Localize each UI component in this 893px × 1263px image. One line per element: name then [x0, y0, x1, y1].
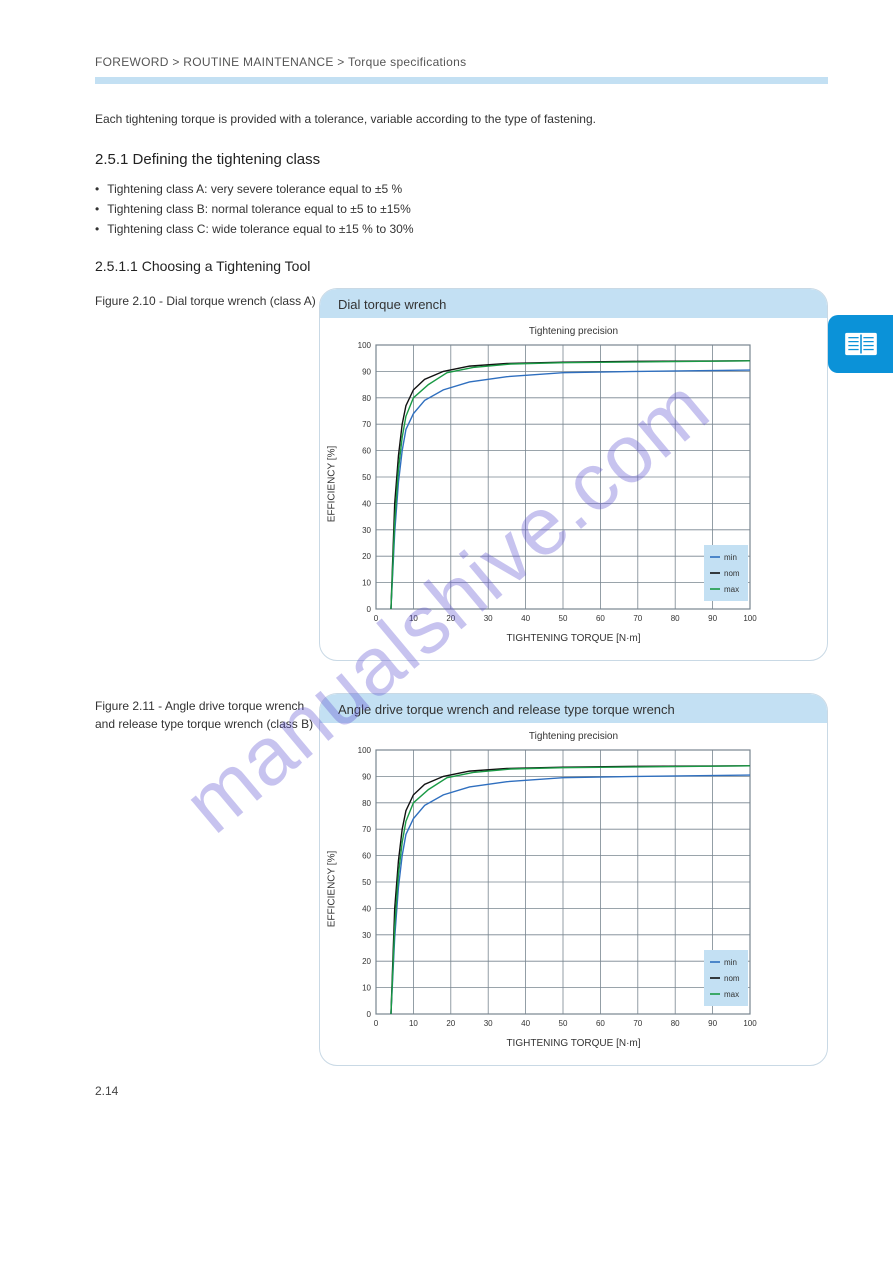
svg-text:90: 90: [362, 772, 371, 781]
svg-text:60: 60: [362, 446, 371, 455]
svg-text:80: 80: [362, 393, 371, 402]
svg-text:0: 0: [367, 1010, 372, 1019]
chart-card-1: Dial torque wrench Tightening precision …: [319, 288, 828, 661]
svg-text:10: 10: [409, 1019, 418, 1028]
svg-text:100: 100: [743, 1019, 757, 1028]
bullet-text: Tightening class B: normal tolerance equ…: [107, 202, 411, 216]
svg-text:70: 70: [633, 1019, 642, 1028]
chart-ylabel-2: EFFICIENCY [%]: [327, 850, 338, 927]
svg-text:60: 60: [596, 614, 605, 623]
svg-text:10: 10: [409, 614, 418, 623]
svg-text:0: 0: [374, 614, 379, 623]
bullet-text: Tightening class A: very severe toleranc…: [107, 182, 402, 196]
svg-text:100: 100: [743, 614, 757, 623]
svg-text:50: 50: [559, 1019, 568, 1028]
chart-card-2: Angle drive torque wrench and release ty…: [319, 693, 828, 1066]
bullet-item: •Tightening class A: very severe toleran…: [95, 182, 828, 196]
svg-text:50: 50: [362, 473, 371, 482]
section-heading: 2.5.1 Defining the tightening class: [95, 151, 828, 168]
manual-icon[interactable]: [828, 315, 893, 373]
svg-text:70: 70: [362, 825, 371, 834]
svg-text:20: 20: [446, 614, 455, 623]
breadcrumb: FOREWORD > ROUTINE MAINTENANCE > Torque …: [95, 55, 828, 69]
svg-text:20: 20: [446, 1019, 455, 1028]
svg-text:min: min: [724, 958, 737, 967]
svg-text:70: 70: [633, 614, 642, 623]
svg-text:10: 10: [362, 578, 371, 587]
svg-text:30: 30: [362, 525, 371, 534]
svg-text:10: 10: [362, 983, 371, 992]
svg-text:40: 40: [521, 1019, 530, 1028]
chart-xlabel-1: TIGHTENING TORQUE [N·m]: [320, 633, 827, 644]
bullet-item: •Tightening class C: wide tolerance equa…: [95, 222, 828, 236]
bullet-item: •Tightening class B: normal tolerance eq…: [95, 202, 828, 216]
chart-ylabel-1: EFFICIENCY [%]: [327, 445, 338, 522]
figure-label-1: Figure 2.10 - Dial torque wrench (class …: [95, 288, 319, 311]
svg-text:40: 40: [362, 904, 371, 913]
svg-text:100: 100: [358, 746, 372, 755]
svg-text:20: 20: [362, 552, 371, 561]
chart-toplabel-2: Tightening precision: [320, 731, 827, 742]
chart-title-1: Dial torque wrench: [320, 289, 827, 318]
svg-text:90: 90: [362, 367, 371, 376]
svg-text:80: 80: [362, 798, 371, 807]
svg-text:max: max: [724, 585, 739, 594]
figure-label-2: Figure 2.11 - Angle drive torque wrench …: [95, 693, 319, 734]
svg-text:70: 70: [362, 420, 371, 429]
svg-text:30: 30: [484, 1019, 493, 1028]
svg-text:30: 30: [362, 930, 371, 939]
svg-text:min: min: [724, 553, 737, 562]
svg-text:0: 0: [367, 605, 372, 614]
svg-text:nom: nom: [724, 569, 740, 578]
svg-text:40: 40: [362, 499, 371, 508]
intro-text: Each tightening torque is provided with …: [95, 110, 828, 129]
svg-text:30: 30: [484, 614, 493, 623]
chart-title-2: Angle drive torque wrench and release ty…: [320, 694, 827, 723]
chart-svg-2: 0 10 20 30 40 50 60 70 80 90 100 0 10 20 30 40 50 60 70 80 9…: [342, 744, 762, 1034]
svg-text:50: 50: [362, 878, 371, 887]
sub-heading: 2.5.1.1 Choosing a Tightening Tool: [95, 258, 828, 274]
svg-text:90: 90: [708, 614, 717, 623]
svg-text:0: 0: [374, 1019, 379, 1028]
svg-text:80: 80: [671, 1019, 680, 1028]
svg-text:50: 50: [559, 614, 568, 623]
svg-text:40: 40: [521, 614, 530, 623]
svg-text:nom: nom: [724, 974, 740, 983]
svg-text:60: 60: [596, 1019, 605, 1028]
chart-svg-1: 0 10 20 30 40 50 60 70 80 90 100 0 10 20 30 40 50 60 70 80 9…: [342, 339, 762, 629]
svg-text:90: 90: [708, 1019, 717, 1028]
svg-text:80: 80: [671, 614, 680, 623]
svg-text:max: max: [724, 990, 739, 999]
top-rule: [95, 77, 828, 84]
bullet-text: Tightening class C: wide tolerance equal…: [107, 222, 413, 236]
svg-text:60: 60: [362, 851, 371, 860]
page-number: 2.14: [95, 1084, 828, 1098]
svg-text:100: 100: [358, 341, 372, 350]
chart-toplabel-1: Tightening precision: [320, 326, 827, 337]
svg-text:20: 20: [362, 957, 371, 966]
chart-xlabel-2: TIGHTENING TORQUE [N·m]: [320, 1038, 827, 1049]
